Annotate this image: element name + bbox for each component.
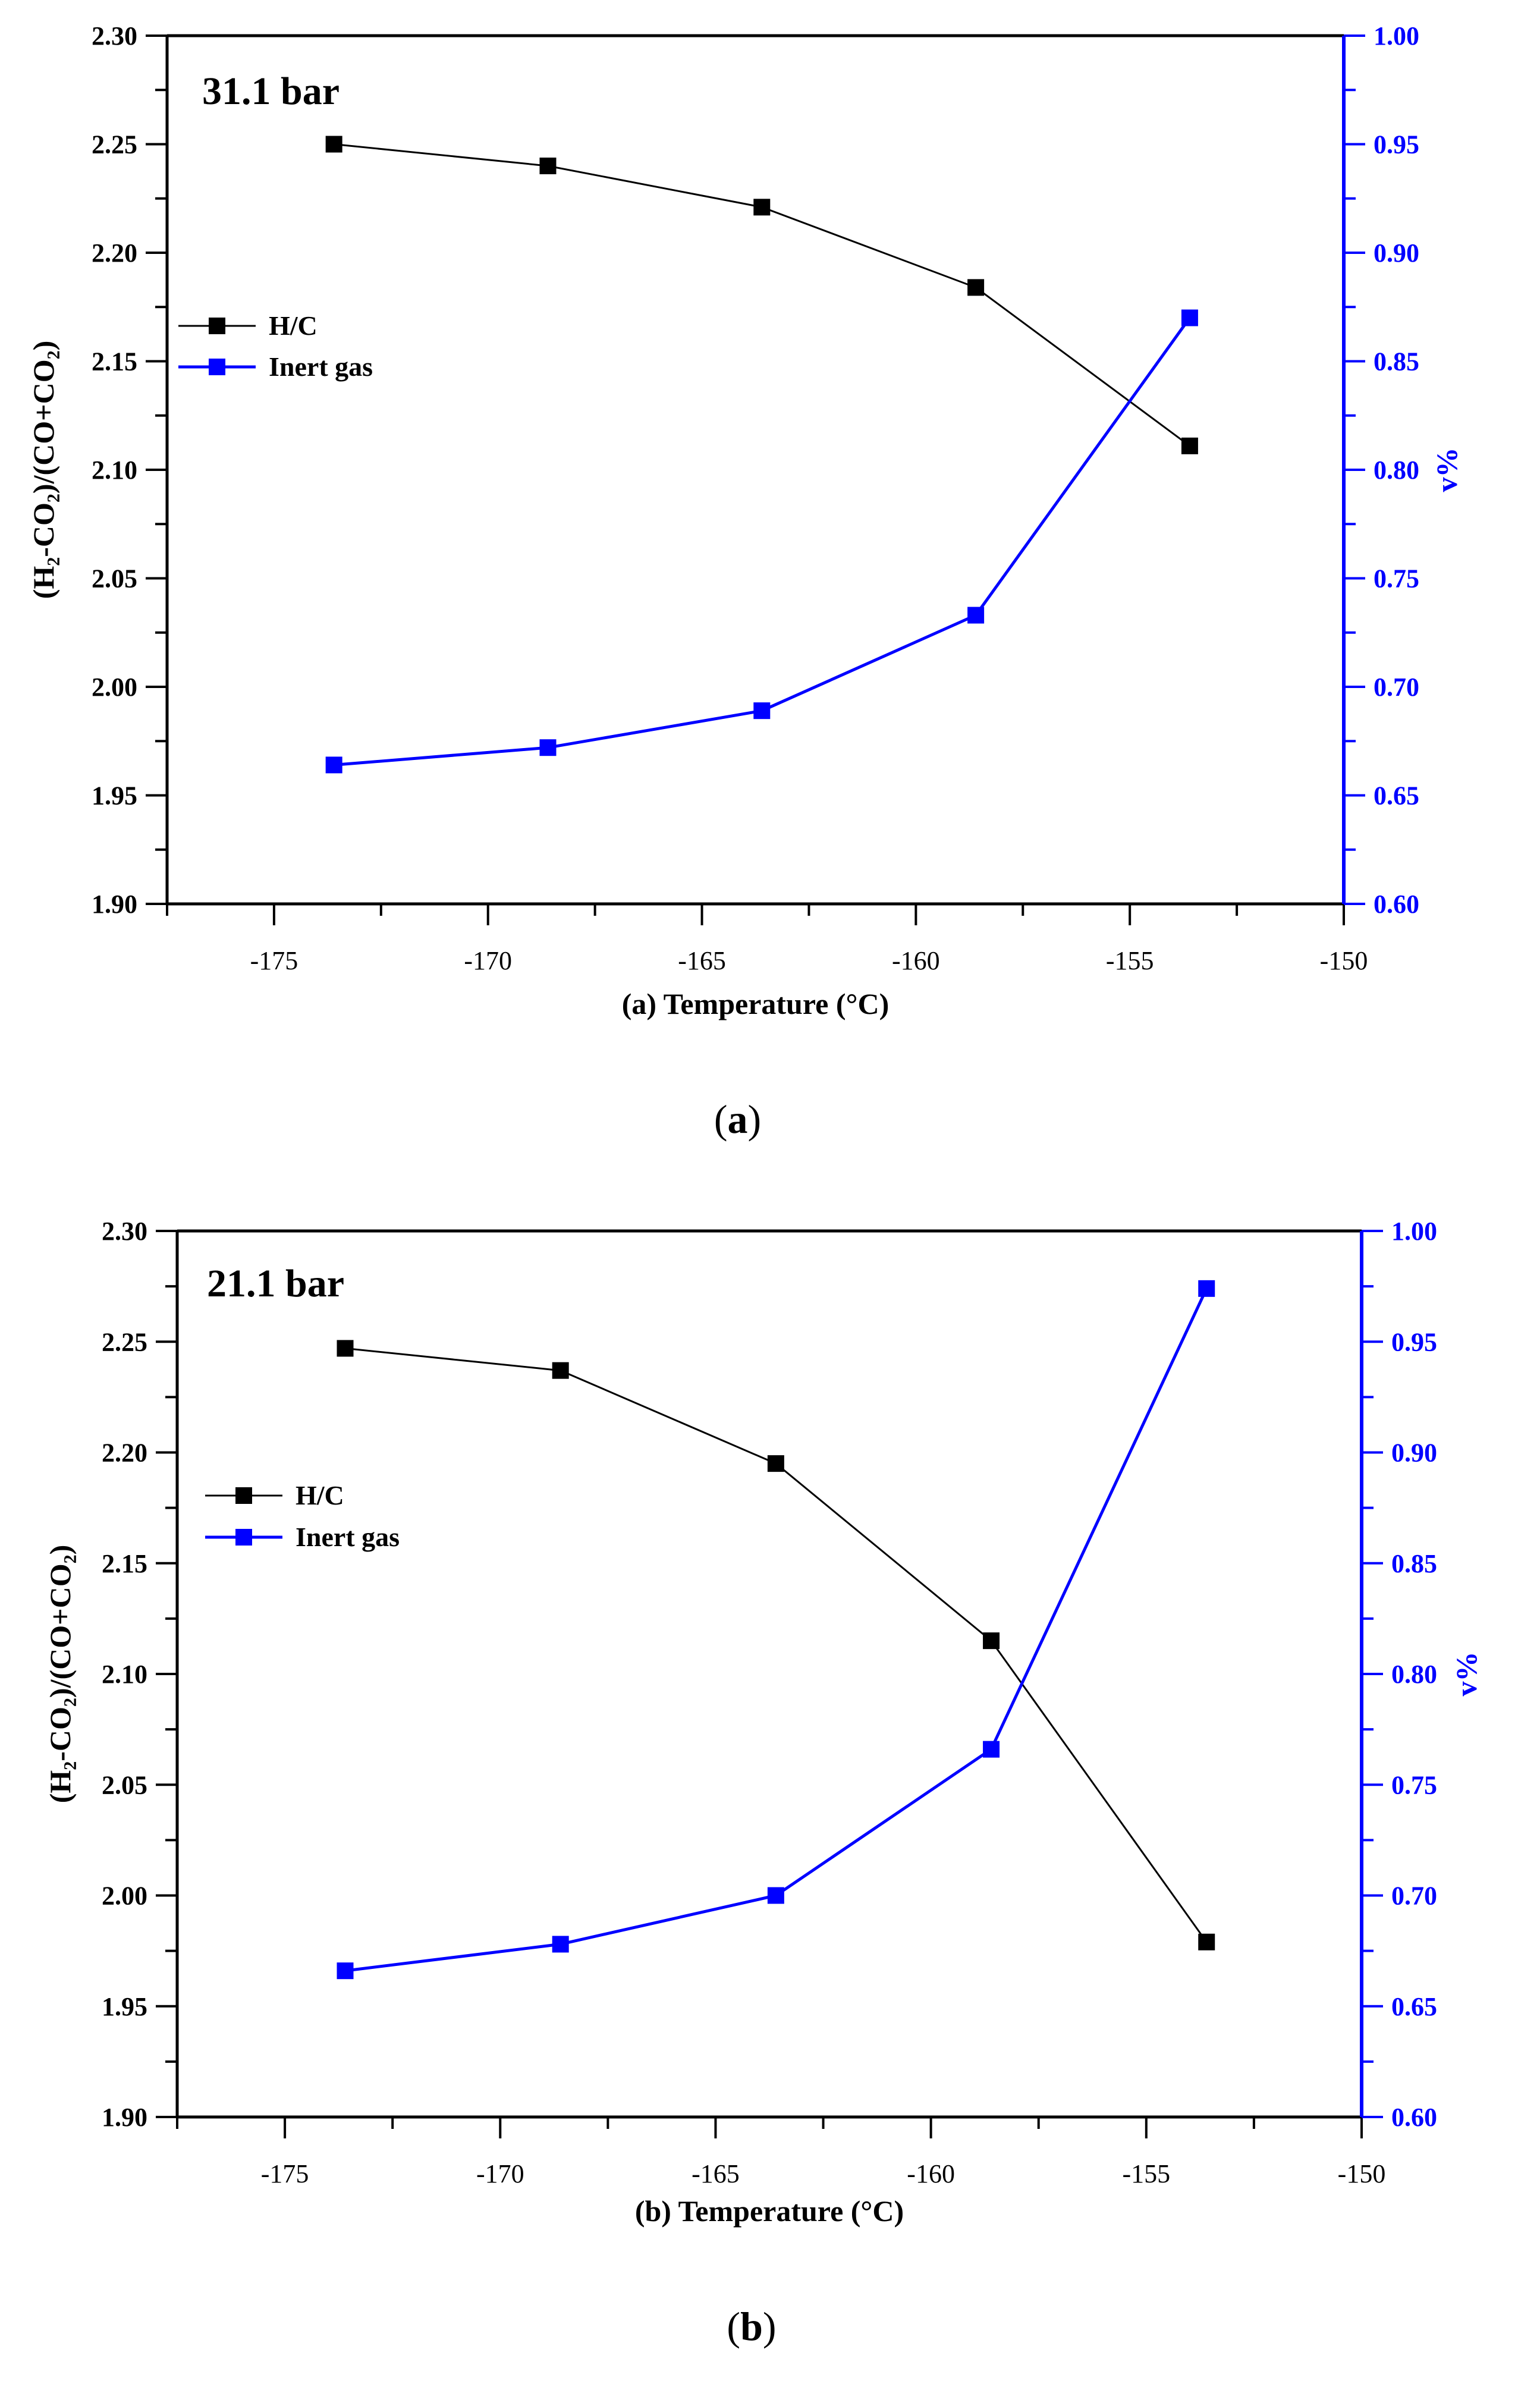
- y-right-tick-label: 0.85: [1391, 1549, 1437, 1578]
- legend-label: H/C: [269, 310, 318, 341]
- y-right-tick-label: 0.60: [1374, 890, 1419, 919]
- y-left-tick-label: 1.90: [102, 2103, 147, 2132]
- x-tick-label: -150: [1338, 2159, 1386, 2188]
- y-left-tick-label: 1.90: [92, 890, 137, 919]
- data-point-inert-gas: [325, 756, 342, 774]
- y-right-tick-label: 0.90: [1374, 238, 1419, 268]
- legend-marker: [209, 359, 225, 375]
- legend-label: Inert gas: [269, 351, 373, 382]
- y-right-tick-label: 0.95: [1374, 130, 1419, 159]
- data-point-inert-gas: [1198, 1280, 1215, 1297]
- data-point-inert-gas: [753, 702, 771, 720]
- y-right-tick-label: 0.60: [1391, 2103, 1437, 2132]
- y-left-tick-label: 2.25: [102, 1327, 147, 1356]
- y-left-tick-label: 2.00: [92, 673, 137, 702]
- y-left-tick-label: 2.10: [102, 1660, 147, 1689]
- y-right-tick-label: 0.65: [1374, 781, 1419, 811]
- y-left-tick-label: 2.00: [102, 1882, 147, 1911]
- y-right-tick-label: 0.80: [1391, 1660, 1437, 1689]
- y-right-tick-label: 1.00: [1391, 1217, 1437, 1246]
- data-point-inert-gas: [552, 1936, 569, 1953]
- y-right-tick-label: 0.90: [1391, 1438, 1437, 1468]
- y-left-tick-label: 2.30: [102, 1217, 147, 1246]
- legend-label: Inert gas: [296, 1522, 400, 1552]
- x-tick-label: -165: [692, 2159, 740, 2188]
- y-right-tick-label: 0.75: [1374, 564, 1419, 593]
- data-point-inert-gas: [767, 1887, 784, 1904]
- y-left-tick-label: 2.30: [92, 21, 137, 51]
- legend-marker: [235, 1487, 252, 1504]
- panel-label: (a): [714, 1097, 761, 1142]
- legend-label: H/C: [296, 1480, 344, 1510]
- y-left-tick-label: 2.05: [102, 1770, 147, 1799]
- y-left-axis-title: (H₂-CO₂)/(CO+CO₂): [27, 341, 60, 599]
- pressure-annotation: 21.1 bar: [207, 1262, 344, 1305]
- y-left-tick-label: 2.20: [92, 238, 137, 268]
- y-left-tick-label: 2.05: [92, 564, 137, 593]
- panel-label: (b): [727, 2304, 776, 2349]
- data-point-hc: [967, 279, 985, 296]
- x-tick-label: -150: [1320, 946, 1368, 975]
- data-point-inert-gas: [967, 607, 985, 624]
- y-right-tick-label: 0.85: [1374, 347, 1419, 376]
- pressure-annotation: 31.1 bar: [202, 70, 340, 113]
- series-line-hc: [334, 143, 1190, 447]
- y-right-tick-label: 0.80: [1374, 456, 1419, 485]
- x-tick-label: -155: [1106, 946, 1154, 975]
- chart-panel-b: -175 -170 -165 -160 -155 -150 1.90 1.95 2.00 2.05…: [43, 1217, 1483, 2349]
- data-point-hc: [1181, 437, 1198, 454]
- series-line-inert-gas: [334, 317, 1191, 767]
- data-point-inert-gas: [539, 739, 557, 756]
- x-tick-label: -165: [678, 946, 726, 975]
- y-left-tick-label: 2.15: [102, 1549, 147, 1578]
- y-left-tick-label: 2.20: [102, 1438, 147, 1468]
- data-point-hc: [337, 1340, 354, 1357]
- data-point-hc: [539, 158, 557, 174]
- data-point-hc: [325, 136, 342, 153]
- x-tick-label: -160: [892, 946, 940, 975]
- chart-panel-a: -175 -170 -165 -160 -155 -150 1.90 1.95 2.00 2.05…: [27, 21, 1463, 1142]
- x-axis-title: (b) Temperature (°C): [635, 2194, 904, 2228]
- data-point-inert-gas: [1181, 309, 1198, 326]
- data-point-hc: [767, 1455, 784, 1472]
- y-right-tick-label: 0.70: [1374, 673, 1419, 702]
- x-axis-title: (a) Temperature (°C): [622, 987, 890, 1020]
- x-tick-label: -160: [907, 2159, 955, 2188]
- series-line-hc: [345, 1347, 1208, 1943]
- data-point-hc: [1198, 1933, 1215, 1950]
- y-left-axis-title: (H₂-CO₂)/(CO+CO₂): [43, 1545, 77, 1804]
- legend-marker: [235, 1529, 252, 1546]
- y-right-axis-title: v%: [1450, 1652, 1483, 1697]
- y-left-tick-label: 1.95: [102, 1992, 147, 2021]
- data-point-inert-gas: [983, 1741, 1000, 1758]
- series-line-inert-gas: [345, 1287, 1208, 1972]
- data-point-hc: [753, 199, 771, 216]
- data-point-hc: [552, 1362, 569, 1379]
- y-right-tick-label: 1.00: [1374, 21, 1419, 51]
- x-tick-label: -170: [476, 2159, 524, 2188]
- y-right-axis-title: v%: [1430, 448, 1463, 492]
- x-tick-label: -175: [250, 946, 298, 975]
- y-right-tick-label: 0.70: [1391, 1882, 1437, 1911]
- y-left-tick-label: 2.25: [92, 130, 137, 159]
- y-left-tick-label: 1.95: [92, 781, 137, 811]
- y-left-tick-label: 2.15: [92, 347, 137, 376]
- legend-marker: [209, 318, 225, 334]
- y-right-tick-label: 0.95: [1391, 1327, 1437, 1356]
- y-left-tick-label: 2.10: [92, 456, 137, 485]
- y-right-tick-label: 0.65: [1391, 1992, 1437, 2021]
- data-point-hc: [983, 1632, 1000, 1650]
- x-tick-label: -170: [464, 946, 512, 975]
- x-tick-label: -155: [1122, 2159, 1170, 2188]
- y-right-tick-label: 0.75: [1391, 1770, 1437, 1799]
- data-point-inert-gas: [337, 1962, 354, 1980]
- x-tick-label: -175: [261, 2159, 309, 2188]
